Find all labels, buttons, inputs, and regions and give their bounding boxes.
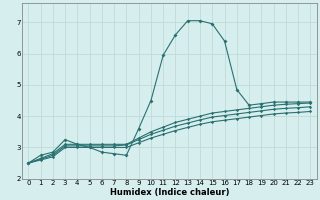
X-axis label: Humidex (Indice chaleur): Humidex (Indice chaleur) [109,188,229,197]
